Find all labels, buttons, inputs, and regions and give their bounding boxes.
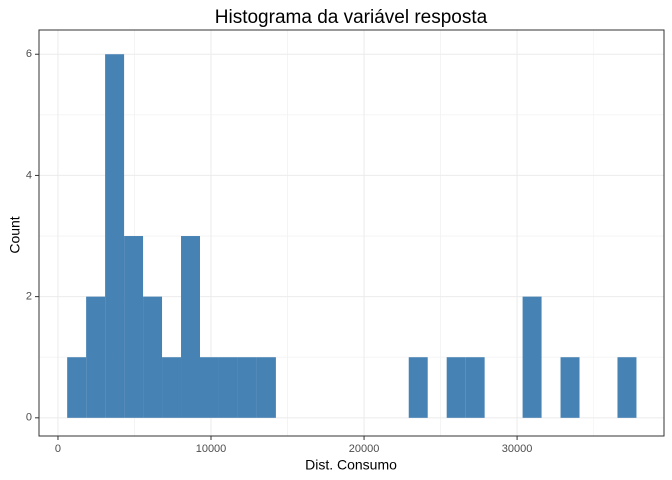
bar: [218, 357, 238, 418]
y-tick-label: 6: [26, 48, 32, 60]
x-tick-label: 30000: [502, 443, 533, 455]
bar: [465, 357, 485, 418]
bar: [143, 296, 163, 418]
bar: [67, 357, 87, 418]
panel-border: [38, 29, 665, 437]
bar: [522, 296, 542, 418]
x-tick-label: 10000: [196, 443, 227, 455]
bar: [124, 236, 144, 418]
bar: [162, 357, 182, 418]
bar: [408, 357, 428, 418]
bar: [560, 357, 580, 418]
x-axis-label: Dist. Consumo: [305, 457, 397, 473]
bar: [617, 357, 637, 418]
bar: [199, 357, 219, 418]
y-tick-label: 4: [26, 169, 32, 181]
x-tick-label: 0: [55, 443, 61, 455]
bar: [181, 236, 200, 418]
x-tick-label: 20000: [349, 443, 380, 455]
chart-title: Histograma da variável resposta: [215, 7, 488, 28]
bar: [237, 357, 257, 418]
y-tick-label: 0: [26, 412, 32, 424]
bar: [105, 54, 125, 418]
bar: [446, 357, 466, 418]
y-axis-label: Count: [7, 216, 23, 253]
bar: [256, 357, 276, 418]
y-tick-label: 2: [26, 291, 32, 303]
bar: [86, 296, 106, 418]
